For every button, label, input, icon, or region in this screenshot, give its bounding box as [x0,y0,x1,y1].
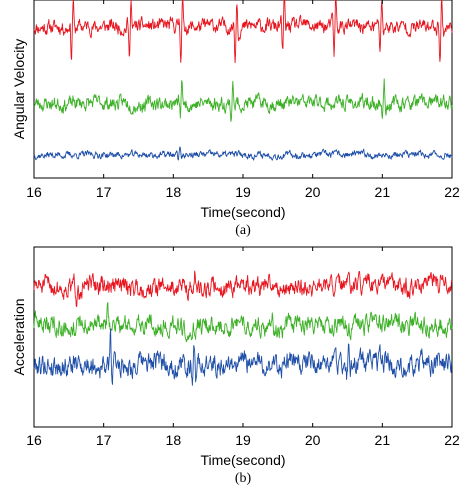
x-axis-label-b: Time(second) [200,452,285,468]
chart-panel-b: 16 17 18 19 20 21 22 Acceleration Time(second)… [11,246,460,486]
x-tick-label-a-19: 19 [235,184,251,200]
x-tick-label-b-18: 18 [166,432,182,448]
x-tick-label-a-17: 17 [96,184,112,200]
series-line-a-3 [33,146,453,161]
y-axis-label-a: Angular Velocity [11,39,27,139]
x-tick-label-a-18: 18 [166,184,182,200]
x-tick-label-b-16: 16 [26,432,42,448]
series-line-a-2 [33,78,453,122]
x-tick-label-a-22: 22 [444,184,460,200]
series-line-a-1 [33,0,453,64]
x-tick-label-a-20: 20 [305,184,321,200]
series-layer-b [33,270,453,386]
series-line-b-2 [33,302,453,343]
panel-label-b: (b) [235,471,252,486]
plot-frame-b [33,246,453,428]
x-tick-label-a-16: 16 [26,184,42,200]
y-axis-label-b: Acceleration [11,298,27,375]
x-ticks-b: 16 17 18 19 20 21 22 [26,247,460,448]
x-tick-label-b-17: 17 [96,432,112,448]
panel-label-a: (a) [235,223,251,238]
x-tick-label-b-20: 20 [305,432,321,448]
chart-panel-a: 16 17 18 19 20 21 22 Angular Velocity Time(sec… [11,0,460,238]
x-tick-label-b-22: 22 [444,432,460,448]
x-axis-label-a: Time(second) [200,204,285,220]
x-ticks-a: 16 17 18 19 20 21 22 [26,0,460,200]
x-tick-label-b-19: 19 [235,432,251,448]
series-line-b-3 [33,328,453,386]
series-layer-a [33,0,453,161]
x-tick-label-a-21: 21 [375,184,391,200]
x-tick-label-b-21: 21 [375,432,391,448]
series-line-b-1 [33,270,453,308]
